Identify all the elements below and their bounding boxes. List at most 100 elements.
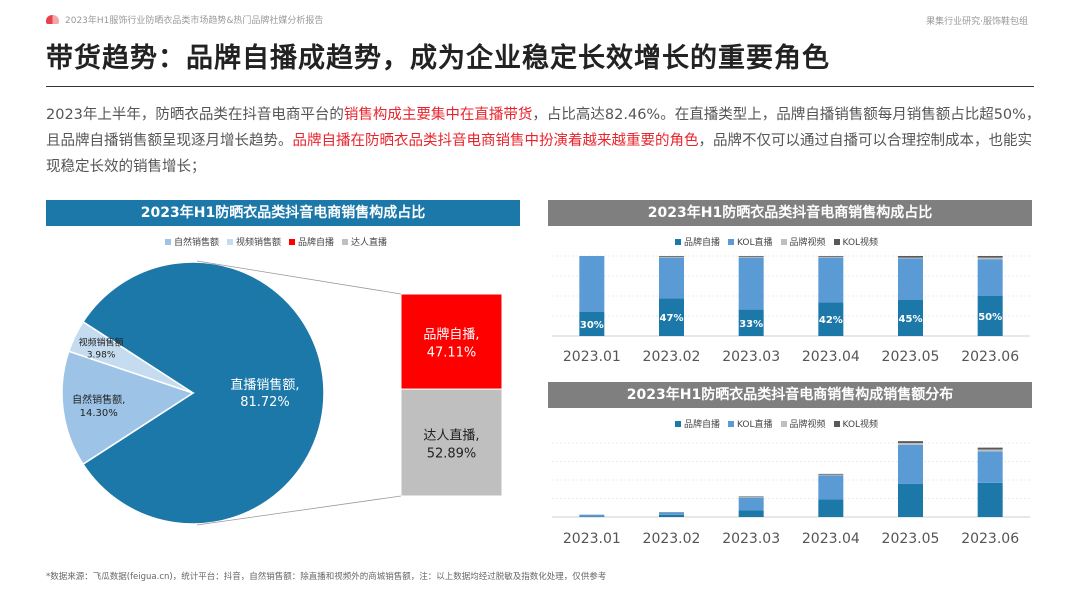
bar-segment	[977, 449, 1003, 452]
breakdown-value-label: 47.11%	[427, 346, 477, 361]
bar-data-label: 45%	[899, 314, 923, 325]
x-tick-label: 2023.01	[563, 531, 621, 547]
pie-chart-title: 2023年H1防晒衣品类抖音电商销售构成占比	[46, 200, 520, 226]
legend-swatch-icon	[675, 238, 681, 245]
pie-slice	[81, 261, 325, 525]
bar-segment	[738, 256, 764, 258]
bar-segment	[818, 473, 844, 475]
bar-segment	[898, 258, 923, 300]
legend-item: 品牌自播	[675, 417, 720, 430]
pie-value-label: 81.72%	[240, 395, 290, 410]
x-tick-label: 2023.06	[961, 349, 1019, 365]
pie-label: 视频销售额	[79, 337, 124, 349]
bar-segment	[579, 514, 605, 517]
legend-label: 品牌自播	[298, 238, 335, 248]
bar-segment	[977, 256, 1003, 258]
legend-label: 自然销售额	[174, 238, 220, 248]
x-tick-label: 2023.01	[563, 349, 621, 365]
bar-segment	[659, 256, 684, 258]
x-tick-label: 2023.05	[882, 531, 940, 547]
share-legend: 品牌自播 KOL直播 品牌视频 KOL视频	[675, 235, 878, 248]
bar-segment	[818, 499, 844, 517]
intro-paragraph: 2023年上半年，防晒衣品类在抖音电商平台的销售构成主要集中在直播带货，占比高达…	[46, 102, 1046, 180]
bar-data-label: 33%	[739, 319, 763, 330]
bar-data-label: 50%	[978, 312, 1002, 323]
x-tick-label: 2023.04	[802, 349, 860, 365]
bar-segment	[898, 444, 923, 484]
page-title: 带货趋势：品牌自播成趋势，成为企业稳定长效增长的重要角色	[46, 43, 830, 74]
title-divider	[46, 86, 1034, 87]
pie-label: 自然销售额,	[72, 393, 125, 406]
bar-segment	[659, 298, 684, 336]
connector-line	[196, 495, 402, 526]
pie-label: 直播销售额,	[230, 377, 299, 393]
bar-segment	[977, 447, 1003, 450]
breakdown-segment	[400, 293, 503, 390]
bar-segment	[579, 516, 605, 517]
bar-segment	[738, 257, 764, 310]
bar-segment	[818, 257, 844, 303]
legend-label: KOL直播	[737, 238, 773, 248]
bar-segment	[738, 497, 764, 498]
bar-segment	[738, 497, 764, 511]
bar-segment	[898, 300, 923, 336]
brand-logo-icon	[46, 15, 59, 24]
intro-highlight-2: 品牌自播在防晒衣品类抖音电商销售中扮演着越来越重要的角色	[292, 133, 699, 149]
breakdown-label: 品牌自播,	[423, 327, 479, 343]
pie-legend: 自然销售额 视频销售额 品牌自播 达人直播	[165, 235, 387, 248]
legend-label: 视频销售额	[236, 238, 282, 248]
bar-segment	[659, 512, 684, 515]
legend-item: KOL直播	[728, 417, 773, 430]
legend-item: 品牌自播	[289, 235, 334, 248]
legend-label: KOL视频	[842, 238, 879, 248]
bar-segment	[977, 482, 1003, 517]
bar-segment	[579, 256, 605, 312]
bar-segment	[738, 256, 764, 257]
x-tick-label: 2023.05	[882, 349, 940, 365]
bar-segment	[818, 474, 844, 476]
bar-segment	[898, 441, 923, 443]
legend-swatch-icon	[675, 420, 681, 427]
intro-highlight-1: 销售构成主要集中在直播带货	[343, 107, 533, 123]
pie-slice	[67, 320, 194, 394]
legend-item: 视频销售额	[227, 235, 281, 248]
bar-segment	[818, 256, 844, 257]
bar-data-label: 42%	[819, 315, 843, 326]
bar-segment	[738, 309, 764, 336]
bar-segment	[898, 443, 923, 445]
bar-segment	[977, 451, 1003, 483]
breakdown-label: 达人直播,	[423, 429, 479, 444]
top-bar: 2023年H1服饰行业防晒衣品类市场趋势&热门品牌社媒分析报告 果集行业研究·服…	[0, 0, 1080, 30]
bar-segment	[818, 256, 844, 258]
pie-value-label: 14.30%	[80, 408, 118, 419]
x-tick-label: 2023.02	[643, 349, 701, 365]
legend-label: 品牌视频	[789, 238, 826, 248]
legend-swatch-icon	[227, 238, 234, 245]
x-tick-label: 2023.02	[643, 531, 701, 547]
intro-text-1: 2023年上半年，防晒衣品类在抖音电商平台的	[46, 107, 344, 123]
intro-text-2: ，占比高达82.46%。在直播类型上，品牌自播销售额每月销售额占比超50%，且品…	[46, 107, 1041, 149]
legend-item: 品牌自播	[675, 235, 720, 248]
legend-label: KOL视频	[842, 420, 879, 430]
amount-legend: 品牌自播 KOL直播 品牌视频 KOL视频	[675, 417, 878, 430]
footnote: *数据来源：飞瓜数据(feigua.cn)，统计平台：抖音，自然销售额：除直播和…	[46, 572, 607, 582]
legend-item: KOL直播	[728, 235, 773, 248]
legend-item: KOL视频	[833, 417, 879, 430]
intro-text-3: ，品牌不仅可以通过自播可以合理控制成本，也能实现稳定长效的销售增长；	[46, 133, 1032, 175]
legend-swatch-icon	[165, 238, 171, 245]
share-chart-title: 2023年H1防晒衣品类抖音电商销售构成占比	[548, 200, 1032, 226]
bar-segment	[977, 257, 1003, 260]
x-tick-label: 2023.06	[961, 531, 1019, 547]
bar-segment	[898, 483, 923, 517]
bar-data-label: 47%	[660, 313, 684, 324]
bar-segment	[977, 259, 1003, 296]
legend-item: 品牌视频	[780, 417, 826, 430]
legend-swatch-icon	[780, 420, 787, 427]
bar-segment	[818, 302, 844, 336]
report-title: 2023年H1服饰行业防晒衣品类市场趋势&热门品牌社媒分析报告	[65, 16, 324, 26]
legend-swatch-icon	[342, 238, 349, 245]
bar-segment	[738, 496, 764, 498]
legend-label: 品牌自播	[684, 420, 721, 430]
bar-data-label: 30%	[580, 320, 604, 331]
